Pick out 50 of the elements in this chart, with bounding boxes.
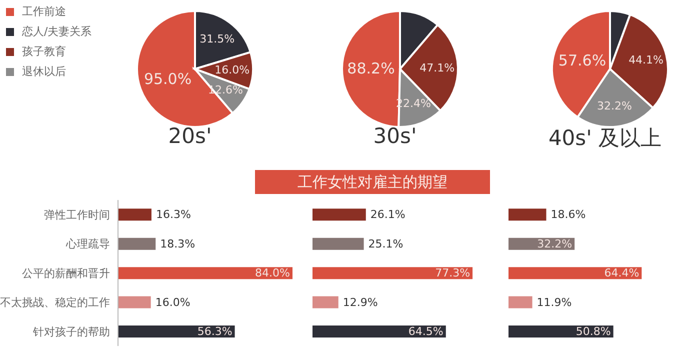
- bar: [312, 236, 365, 251]
- bar: [118, 208, 152, 222]
- bar: [312, 208, 367, 222]
- bar: [118, 266, 293, 280]
- bar: [508, 266, 643, 280]
- data-label: 44.1%: [628, 54, 664, 67]
- data-label: 16.0%: [155, 296, 190, 309]
- bar: [312, 295, 340, 310]
- bar: [118, 324, 236, 338]
- bar: [118, 236, 157, 251]
- legend-label: 恋人/夫妻关系: [22, 24, 92, 40]
- y-tick-label: 针对孩子的帮助: [32, 325, 110, 338]
- data-label: 16.3%: [156, 208, 191, 222]
- bar: [508, 208, 548, 222]
- data-label: 11.9%: [536, 296, 572, 309]
- data-label: 18.3%: [160, 237, 196, 250]
- data-label: 77.3%: [435, 266, 470, 280]
- bar: [508, 324, 614, 338]
- bar: [508, 295, 534, 310]
- data-label: 64.5%: [408, 324, 444, 338]
- data-label: 16.0%: [214, 64, 250, 77]
- data-label: 56.3%: [197, 324, 232, 338]
- legend-label: 孩子教育: [22, 44, 66, 60]
- data-label: 84.0%: [255, 266, 290, 280]
- y-tick-label: 心理疏导: [65, 238, 110, 251]
- data-label: 32.2%: [537, 237, 572, 250]
- legend-label: 工作前途: [22, 4, 66, 20]
- data-label: 25.1%: [368, 237, 404, 250]
- bar: [312, 324, 447, 338]
- bar: [118, 295, 152, 310]
- data-label: 47.1%: [420, 61, 455, 74]
- data-label: 31.5%: [200, 32, 235, 46]
- text: 40s' 及以上: [547, 125, 663, 152]
- data-label: 50.8%: [576, 324, 611, 338]
- data-label: 88.2%: [347, 60, 395, 78]
- data-label: 12.9%: [342, 296, 378, 309]
- bar: [312, 266, 474, 280]
- legend-label: 退休以后: [22, 64, 66, 80]
- text: 20s': [167, 124, 213, 148]
- y-tick-label: 弹性工作时间: [44, 208, 110, 222]
- y-tick-label: 公平的薪酬和晋升: [22, 266, 110, 280]
- text: 30s': [372, 124, 418, 148]
- data-label: 95.0%: [144, 70, 192, 88]
- data-label: 18.6%: [550, 208, 586, 222]
- data-label: 32.2%: [597, 99, 632, 112]
- data-label: 26.1%: [370, 208, 406, 222]
- data-label: 64.4%: [604, 266, 640, 280]
- data-label: 57.6%: [558, 52, 606, 70]
- y-tick-label: 不太挑战、稳定的工作: [0, 296, 110, 310]
- chart-title: 工作女性对雇主的期望: [255, 170, 490, 194]
